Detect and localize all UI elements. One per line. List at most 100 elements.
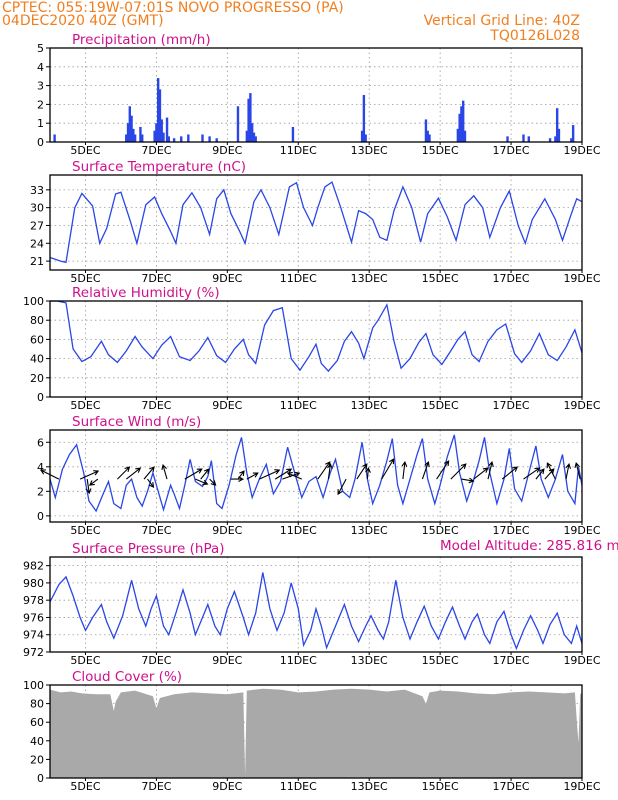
x-tick-label: 15DEC: [422, 399, 459, 412]
wind-direction-arrow: [246, 472, 259, 480]
rh-series-line: [50, 300, 583, 373]
precip-bar: [125, 134, 128, 142]
precip-bar: [156, 78, 160, 142]
pressure-series-line: [49, 572, 583, 651]
wind-title: Surface Wind (m/s): [72, 414, 201, 430]
y-tick-label: 6: [37, 436, 44, 449]
wind-direction-arrow: [546, 462, 556, 480]
wind-direction-arrow: [161, 464, 168, 480]
precip-bar: [158, 89, 162, 142]
precip-bar: [461, 100, 465, 142]
x-tick-label: 7DEC: [141, 524, 171, 537]
x-tick-label: 17DEC: [493, 524, 530, 537]
x-tick-label: 15DEC: [422, 654, 459, 667]
wind-direction-arrow: [237, 470, 245, 480]
x-tick-label: 5DEC: [70, 780, 100, 793]
station-header: CPTEC: 055:19W-07:01S NOVO PROGRESSO (PA…: [2, 0, 344, 16]
x-tick-label: 9DEC: [212, 144, 242, 157]
precip-bar: [506, 136, 509, 142]
wind-direction-arrow: [565, 462, 572, 480]
precip-bar: [291, 126, 295, 142]
pressure-title: Surface Pressure (hPa): [72, 541, 225, 557]
y-tick-label: 0: [37, 510, 44, 523]
wind-direction-arrow: [125, 467, 142, 480]
temp-frame: [49, 174, 583, 271]
x-tick-label: 5DEC: [70, 144, 100, 157]
x-tick-label: 15DEC: [422, 780, 459, 793]
precip-panel: Precipitation (mm/h) 0 1 2 3 4 5 5DEC 7DEC 9DEC 11…: [37, 32, 601, 157]
y-tick-label: 2: [37, 485, 44, 498]
chart-panels: Precipitation (mm/h) 0 1 2 3 4 5 5DEC 7DEC 9DEC 11…: [23, 32, 601, 793]
precip-bar: [247, 98, 250, 142]
x-tick-label: 13DEC: [351, 524, 388, 537]
x-tick-label: 5DEC: [70, 524, 100, 537]
precip-bar: [141, 134, 144, 142]
y-tick-label: 40: [30, 735, 44, 748]
x-tick-label: 19DEC: [563, 144, 600, 157]
y-tick-label: 982: [23, 560, 44, 573]
wind-frame: [49, 429, 583, 523]
x-tick-label: 13DEC: [351, 654, 388, 667]
x-tick-label: 11DEC: [280, 780, 317, 793]
rh-panel: Relative Humidity (%) 0 20 40 60 80 100 5DEC 7DE…: [23, 285, 601, 412]
precip-bar: [162, 132, 165, 142]
y-tick-label: 1: [37, 117, 44, 130]
wind-direction-arrow: [286, 472, 303, 480]
wind-direction-arrow: [487, 460, 494, 480]
precip-bar: [571, 125, 575, 142]
precip-bar: [187, 134, 190, 142]
wind-direction-arrow: [274, 468, 293, 480]
x-tick-label: 11DEC: [280, 654, 317, 667]
wind-direction-arrow: [436, 460, 450, 480]
precip-bar: [245, 130, 249, 142]
precip-bar: [128, 106, 131, 142]
wind-direction-arrow: [365, 466, 371, 480]
x-tick-label: 19DEC: [563, 780, 600, 793]
temp-series-line: [49, 181, 583, 264]
y-tick-label: 60: [30, 333, 44, 346]
temp-panel: Surface Temperature (nC) 21 24 27 30 33 5DEC 7D…: [30, 159, 601, 285]
x-tick-label: 17DEC: [493, 399, 530, 412]
pressure-frame: [49, 556, 583, 653]
precip-bar: [527, 136, 530, 142]
x-tick-label: 17DEC: [493, 654, 530, 667]
x-tick-label: 13DEC: [351, 144, 388, 157]
x-tick-label: 5DEC: [70, 399, 100, 412]
precip-bar: [132, 128, 135, 142]
wind-direction-arrow: [327, 462, 333, 480]
y-tick-label: 978: [23, 594, 44, 607]
precip-bar: [126, 123, 130, 142]
wind-direction-arrow: [381, 458, 395, 480]
wind-direction-arrow: [421, 461, 430, 480]
x-tick-label: 17DEC: [493, 272, 530, 285]
x-tick-label: 9DEC: [212, 654, 242, 667]
x-tick-label: 17DEC: [493, 144, 530, 157]
precip-bar: [557, 128, 561, 142]
precip-bar: [250, 123, 254, 142]
wind-panel: Surface Wind (m/s) 0 2 4 6 5DEC 7DEC 9DEC 11DEC 1…: [37, 414, 601, 537]
precip-bar: [364, 134, 367, 142]
precip-bar: [456, 128, 460, 142]
wind-direction-arrow: [209, 478, 217, 486]
precip-frame: [49, 47, 583, 143]
x-tick-label: 11DEC: [280, 399, 317, 412]
precip-bar: [522, 134, 525, 142]
precip-bar: [172, 138, 176, 142]
precip-bar: [424, 119, 428, 142]
wind-direction-arrow: [79, 470, 100, 480]
x-tick-label: 9DEC: [212, 272, 242, 285]
wind-direction-arrow: [88, 478, 99, 486]
y-tick-label: 2: [37, 98, 44, 111]
y-tick-label: 3: [37, 80, 44, 93]
x-tick-label: 19DEC: [563, 272, 600, 285]
x-tick-label: 13DEC: [351, 399, 388, 412]
x-tick-label: 7DEC: [141, 144, 171, 157]
wind-direction-arrow: [450, 463, 467, 480]
pressure-panel: Surface Pressure (hPa) 972 974 976 978 980 982…: [23, 541, 601, 667]
precip-bar: [428, 134, 431, 142]
grid-line-note: Vertical Grid Line: 40Z: [424, 13, 580, 29]
wind-direction-arrow: [143, 466, 155, 480]
wind-direction-arrow: [461, 477, 475, 484]
cloud-cover-area: [50, 688, 582, 778]
x-tick-label: 11DEC: [280, 524, 317, 537]
